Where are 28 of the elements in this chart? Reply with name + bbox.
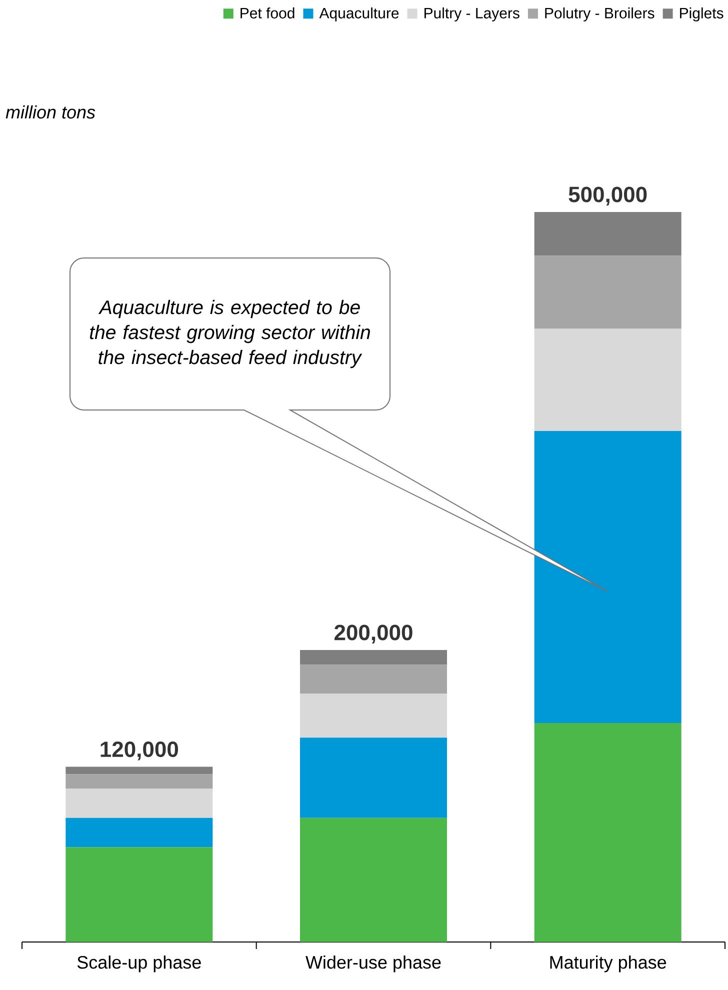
bar — [66, 774, 213, 789]
bar — [66, 818, 213, 848]
legend-label: Pultry - Layers — [424, 7, 520, 22]
bar — [300, 694, 448, 738]
bar — [300, 664, 448, 694]
annotation: Aquaculture is expected to be the fastest growing sector within the insect-based feed industry — [90, 300, 370, 368]
bar — [534, 212, 682, 256]
legend-label: Aquaculture — [319, 7, 399, 22]
x-tick-label: Scale-up phase — [77, 956, 201, 972]
annotation: 500,000 — [568, 186, 647, 206]
bar — [66, 788, 213, 818]
bar — [534, 430, 682, 723]
legend-label: Pet food — [240, 7, 294, 18]
bar — [300, 738, 448, 818]
legend-label: Piglets — [680, 7, 724, 22]
annotation: 200,000 — [334, 624, 412, 644]
chart-subtitle: million tons — [6, 105, 96, 119]
x-tick-label: Wider-use phase — [306, 956, 441, 972]
bar — [300, 650, 448, 665]
bar — [66, 766, 213, 774]
bar — [300, 818, 448, 942]
annotation: 120,000 — [100, 742, 178, 760]
bar — [534, 328, 682, 431]
legend-label: Polutry - Broilers — [545, 7, 654, 22]
x-tick-label: Maturity phase — [550, 956, 666, 972]
bar — [534, 256, 682, 329]
bar — [534, 722, 682, 942]
bar — [66, 847, 213, 942]
